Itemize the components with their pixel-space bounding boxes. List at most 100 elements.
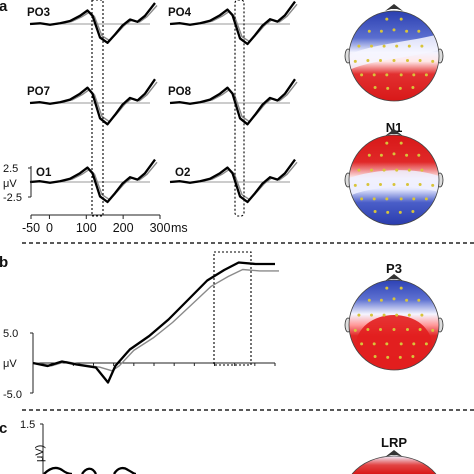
- topomap-n1: [344, 129, 444, 226]
- electrode-dot: [424, 197, 428, 201]
- x-tick-label: 200: [113, 221, 134, 235]
- electrode-dot: [399, 141, 403, 145]
- electrode-dot: [386, 210, 390, 214]
- electrode-dot: [405, 153, 409, 157]
- electrode-dot: [385, 286, 389, 290]
- electrode-dot: [367, 298, 371, 302]
- lrp-trace-black-2: [81, 466, 137, 474]
- y-tick-b-bottom: -5.0: [3, 389, 22, 401]
- electrode-dot: [420, 44, 424, 48]
- electrode-dot: [395, 313, 399, 317]
- y-tick-a-bottom: -2.5: [3, 192, 22, 204]
- channel-label-po8: PO8: [168, 86, 192, 98]
- electrode-dot: [398, 210, 402, 214]
- electrode-dot: [357, 44, 361, 48]
- electrode-dot: [379, 59, 382, 62]
- electrode-dot: [386, 355, 390, 359]
- electrode-dot: [357, 168, 361, 172]
- electrode-dot: [405, 298, 409, 302]
- electrode-dot: [431, 59, 435, 63]
- electrode-dot: [379, 183, 382, 186]
- channel-label-o1: O1: [36, 167, 52, 179]
- electrode-dot: [411, 210, 415, 213]
- channel-label-o2: O2: [175, 167, 190, 179]
- electrode-dot: [392, 59, 396, 62]
- wave-gray-p3: [36, 268, 279, 372]
- wave-black-po7: [29, 78, 156, 126]
- electrode-dot: [385, 141, 389, 145]
- electrode-dot: [395, 44, 399, 48]
- electrode-dot: [373, 210, 377, 213]
- electrode-dot: [357, 313, 361, 317]
- electrode-dot: [407, 313, 411, 317]
- topomap-lrp-title: LRP: [381, 435, 407, 450]
- topomap-a-top: [344, 4, 444, 102]
- topomap-n1-title: N1: [386, 120, 403, 135]
- electrode-dot: [406, 328, 409, 331]
- electrode-dot: [392, 152, 396, 156]
- electrode-dot: [424, 73, 428, 77]
- electrode-dot: [385, 342, 389, 346]
- electrode-dot: [420, 313, 424, 317]
- electrode-dot: [392, 183, 396, 186]
- topomap-p3: [344, 274, 444, 371]
- electrode-dot: [370, 168, 373, 172]
- y-tick-a-top: 2.5: [3, 163, 18, 175]
- electrode-dot: [411, 355, 415, 358]
- electrode-dot: [418, 328, 422, 331]
- wave-black-o2: [169, 158, 296, 204]
- electrode-dot: [431, 328, 435, 332]
- electrode-dot: [431, 183, 435, 187]
- electrode-dot: [405, 29, 409, 33]
- electrode-dot: [412, 197, 416, 201]
- electrode-dot: [360, 73, 364, 77]
- y-label-c: μV): [34, 445, 46, 462]
- electrode-dot: [392, 28, 396, 32]
- y-unit-a: μV: [3, 178, 17, 190]
- wave-black-po4: [169, 0, 296, 46]
- y-tick-b-top: 5.0: [3, 328, 18, 340]
- electrode-dot: [366, 328, 370, 331]
- electrode-dot: [367, 29, 371, 33]
- electrode-dot: [370, 44, 373, 48]
- electrode-dot: [417, 298, 421, 302]
- electrode-dot: [392, 328, 396, 331]
- electrode-dot: [399, 73, 403, 77]
- electrode-dot: [420, 168, 424, 172]
- electrode-dot: [379, 153, 383, 157]
- p3-window: [213, 251, 252, 366]
- panel-c-waveform: 1.5 μV): [20, 419, 137, 474]
- panel-a-waveforms: PO3 PO4 PO7 PO8 O1 O2 2.5 μV -2.5 -50 0 10…: [3, 0, 298, 235]
- electrode-dot: [372, 73, 376, 77]
- topomap-p3-title: P3: [386, 261, 402, 276]
- n1-window-left: [91, 0, 104, 217]
- electrode-dot: [398, 355, 402, 359]
- y-unit-b: μV: [3, 358, 17, 370]
- electrode-dot: [407, 168, 411, 172]
- panel-label-b: b: [0, 254, 8, 271]
- x-unit-a: ms: [171, 221, 188, 235]
- electrode-dot: [360, 197, 364, 201]
- panel-label-c: c: [0, 420, 7, 437]
- electrode-dot: [360, 342, 364, 346]
- electrode-dot: [392, 297, 396, 301]
- x-tick-label: -50: [22, 221, 40, 235]
- wave-black-p3: [32, 261, 275, 384]
- wave-black-po3: [29, 2, 156, 44]
- electrode-dot: [399, 286, 403, 290]
- electrode-dot: [353, 183, 357, 187]
- panel-label-a: a: [0, 0, 8, 15]
- electrode-dot: [412, 342, 416, 346]
- y-tick-c-top: 1.5: [20, 419, 35, 431]
- x-tick-label: 100: [76, 221, 97, 235]
- electrode-dot: [385, 17, 389, 21]
- electrode-dot: [372, 197, 376, 201]
- wave-black-o1: [29, 158, 156, 204]
- electrode-dot: [373, 86, 377, 89]
- panel-b-waveform: 5.0 μV -5.0: [3, 251, 279, 401]
- electrode-dot: [411, 86, 415, 89]
- electrode-dot: [379, 328, 382, 331]
- topomap-lrp: [351, 450, 437, 474]
- electrode-dot: [406, 59, 409, 62]
- electrode-dot: [395, 168, 399, 172]
